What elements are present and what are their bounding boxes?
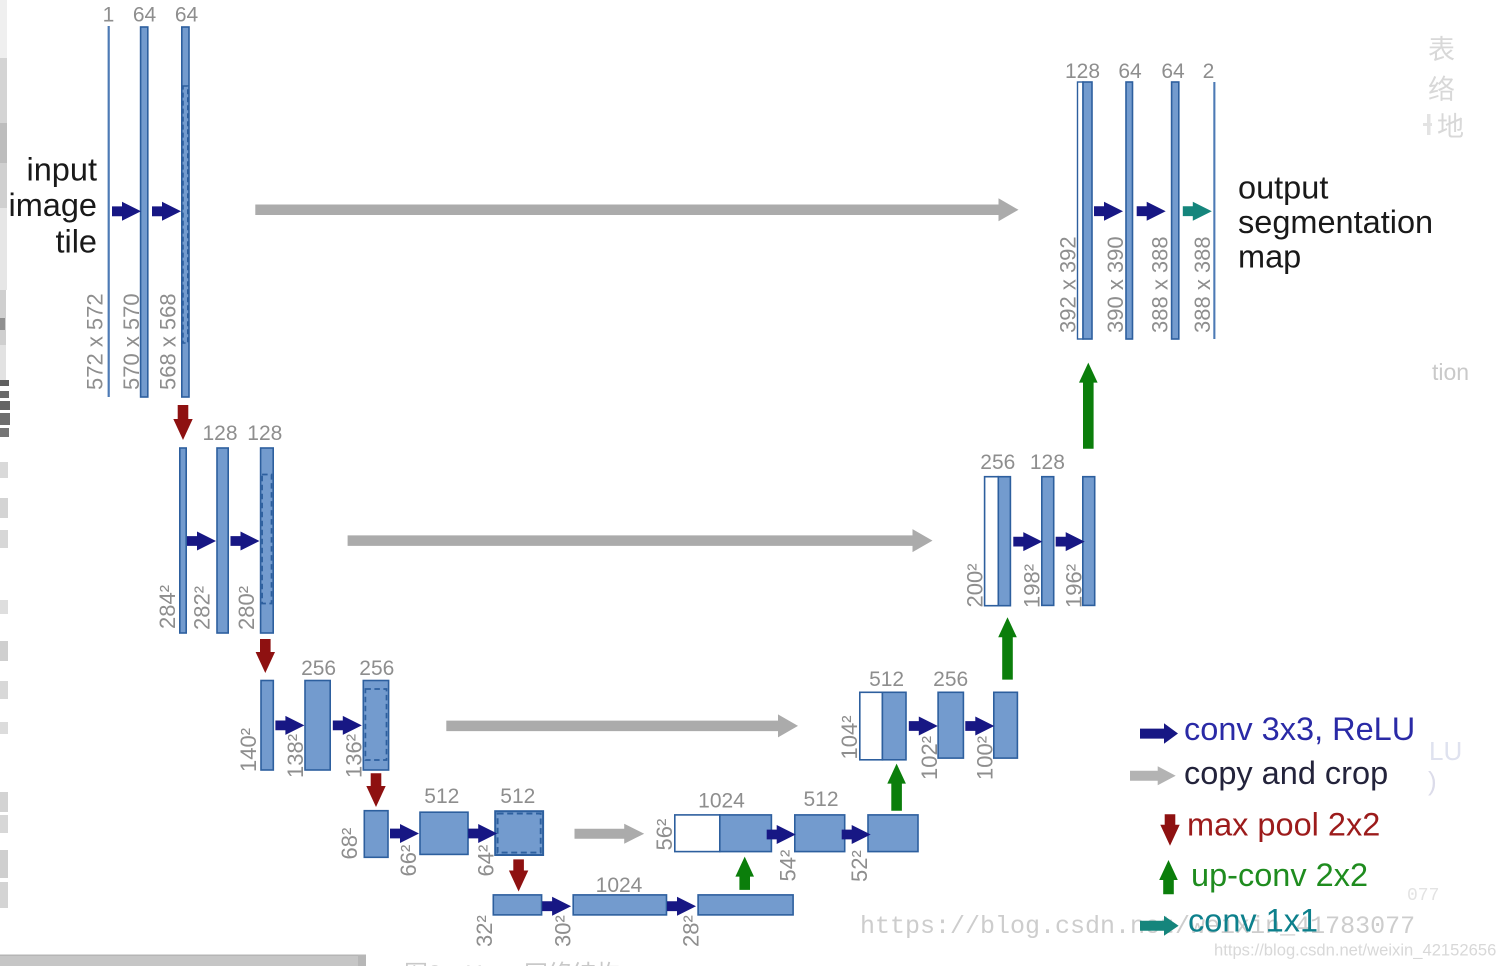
svg-text:https://blog.csdn.net/weixin_4: https://blog.csdn.net/weixin_42152656: [1214, 941, 1496, 960]
svg-text:280²: 280²: [234, 586, 259, 630]
svg-text:128: 128: [247, 422, 282, 445]
svg-text:570 x 570: 570 x 570: [119, 293, 144, 390]
svg-text:284²: 284²: [155, 585, 180, 629]
svg-text:136²: 136²: [342, 734, 367, 778]
svg-text:tile: tile: [55, 224, 97, 260]
svg-text:input: input: [27, 152, 97, 188]
svg-text:256: 256: [359, 657, 394, 680]
svg-text:): ): [1428, 766, 1437, 796]
svg-text:196²: 196²: [1062, 564, 1087, 608]
svg-text:conv 3x3, ReLU: conv 3x3, ReLU: [1184, 711, 1415, 747]
svg-text:512: 512: [424, 785, 459, 808]
svg-text:388 x 388: 388 x 388: [1148, 236, 1173, 333]
svg-text:572 x 572: 572 x 572: [83, 293, 108, 390]
svg-text:28²: 28²: [679, 915, 704, 947]
svg-text:100²: 100²: [973, 736, 998, 780]
svg-text:image: image: [8, 187, 97, 223]
svg-text:64: 64: [175, 4, 199, 27]
svg-text:392 x 392: 392 x 392: [1056, 236, 1081, 333]
svg-text:32²: 32²: [472, 915, 497, 947]
svg-text:200²: 200²: [962, 563, 987, 607]
svg-text:102²: 102²: [917, 736, 942, 780]
svg-text:128: 128: [1030, 451, 1065, 474]
svg-text:54²: 54²: [775, 850, 800, 882]
svg-text:地: 地: [1437, 112, 1464, 142]
svg-text:64: 64: [1161, 60, 1185, 83]
svg-text:56²: 56²: [652, 819, 677, 851]
svg-text:up-conv 2x2: up-conv 2x2: [1191, 857, 1368, 893]
svg-text:https://blog.csdn.net/weixin_4: https://blog.csdn.net/weixin_41783077: [860, 912, 1415, 941]
svg-text:1024: 1024: [596, 874, 643, 897]
svg-text:138²: 138²: [283, 734, 308, 778]
svg-text:128: 128: [202, 422, 237, 445]
svg-text:52²: 52²: [847, 850, 872, 882]
svg-text:络: 络: [1428, 75, 1455, 105]
svg-text:256: 256: [933, 668, 968, 691]
svg-text:图2：U-net网络结构: 图2：U-net网络结构: [404, 961, 620, 966]
svg-text:output: output: [1238, 170, 1328, 206]
svg-text:568 x 568: 568 x 568: [156, 293, 181, 390]
svg-text:copy and crop: copy and crop: [1184, 755, 1388, 791]
svg-text:64: 64: [133, 4, 157, 27]
svg-text:max pool 2x2: max pool 2x2: [1187, 807, 1380, 843]
svg-text:282²: 282²: [190, 586, 215, 630]
svg-text:128: 128: [1065, 60, 1100, 83]
svg-text:512: 512: [869, 668, 904, 691]
svg-text:1: 1: [103, 4, 115, 27]
svg-text:104²: 104²: [837, 715, 862, 759]
svg-text:LU: LU: [1429, 736, 1462, 766]
svg-text:68²: 68²: [337, 828, 362, 860]
svg-text:segmentation: segmentation: [1238, 204, 1433, 240]
svg-text:198²: 198²: [1019, 564, 1044, 608]
svg-text:512: 512: [803, 788, 838, 811]
svg-text:表: 表: [1428, 35, 1455, 65]
svg-text:64: 64: [1118, 60, 1142, 83]
svg-text:conv 1x1: conv 1x1: [1188, 903, 1318, 939]
svg-text:2: 2: [1203, 60, 1215, 83]
svg-text:256: 256: [301, 657, 336, 680]
svg-text:1024: 1024: [698, 790, 745, 813]
svg-text:66²: 66²: [396, 845, 421, 877]
svg-text:256: 256: [980, 451, 1015, 474]
svg-text:64²: 64²: [474, 845, 499, 877]
svg-text:390 x 390: 390 x 390: [1103, 236, 1128, 333]
svg-text:140²: 140²: [236, 728, 261, 772]
svg-text:388 x 388: 388 x 388: [1190, 236, 1215, 333]
svg-text:map: map: [1238, 239, 1301, 275]
svg-text:512: 512: [500, 785, 535, 808]
svg-text:30²: 30²: [551, 915, 576, 947]
svg-text:tion: tion: [1432, 359, 1469, 385]
svg-text:077: 077: [1407, 886, 1439, 906]
